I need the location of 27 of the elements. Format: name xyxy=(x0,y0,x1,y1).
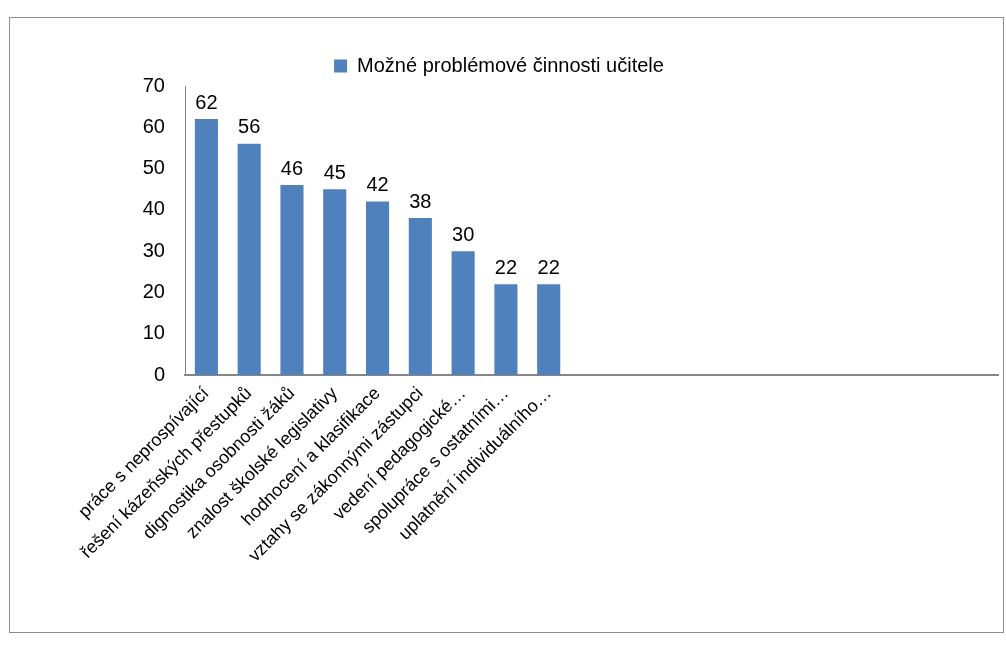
y-tick-label: 70 xyxy=(142,73,165,96)
data-label: 62 xyxy=(195,90,218,113)
y-tick-label: 30 xyxy=(142,238,165,261)
y-tick-label: 20 xyxy=(142,279,165,302)
data-label: 46 xyxy=(280,156,304,179)
legend-label: Možné problémové činnosti učitele xyxy=(357,53,664,76)
data-label: 22 xyxy=(494,255,518,278)
y-tick-label: 0 xyxy=(153,362,165,385)
y-tick-label: 60 xyxy=(142,114,165,137)
bar xyxy=(280,185,304,375)
bar xyxy=(323,189,347,375)
data-label: 22 xyxy=(537,255,560,278)
bar xyxy=(366,201,390,375)
data-label: 38 xyxy=(409,189,432,212)
y-tick-label: 50 xyxy=(142,156,165,179)
bar xyxy=(237,143,261,375)
y-tick-label: 40 xyxy=(142,197,165,220)
data-label: 42 xyxy=(366,173,389,196)
bar xyxy=(537,284,561,375)
data-label: 30 xyxy=(452,222,475,245)
data-label: 56 xyxy=(238,115,261,138)
bar xyxy=(408,218,432,375)
y-tick-label: 10 xyxy=(142,321,165,344)
bar xyxy=(194,119,218,375)
bar xyxy=(451,251,475,375)
bar xyxy=(494,284,518,375)
data-label: 45 xyxy=(323,160,346,183)
